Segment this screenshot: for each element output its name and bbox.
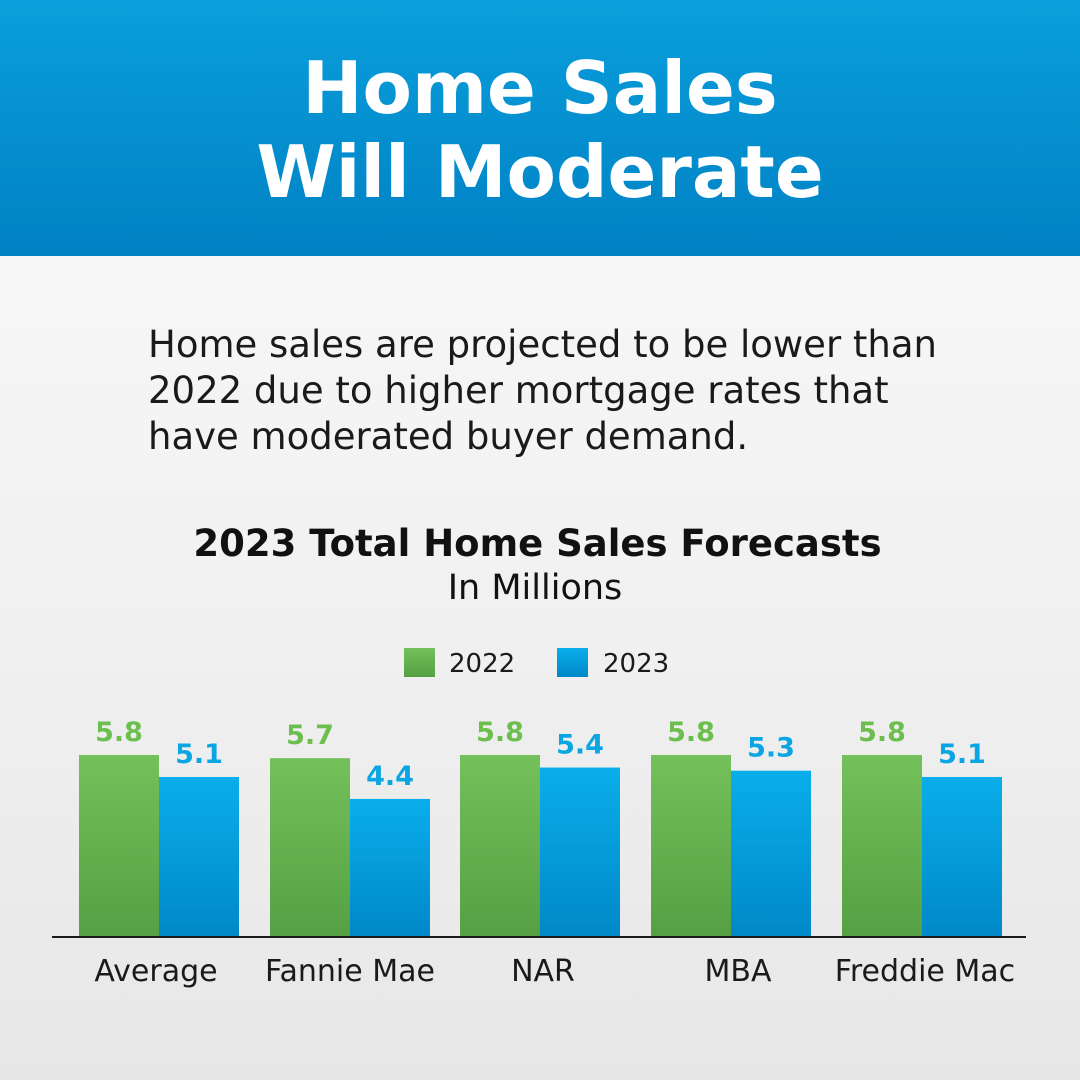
header-banner: Home Sales Will Moderate xyxy=(0,0,1080,256)
data-label-2022-nar: 5.8 xyxy=(476,717,524,748)
tick-label-nar: NAR xyxy=(511,954,575,989)
x-axis-tick-labels: Average Fannie Mae NAR MBA Freddie Mac xyxy=(94,954,1015,989)
data-label-2023-freddie-mac: 5.1 xyxy=(938,739,986,770)
description-line-3: have moderated buyer demand. xyxy=(148,415,749,458)
bar-2023-fannie-mae xyxy=(350,798,430,937)
tick-label-fannie-mae: Fannie Mae xyxy=(265,954,435,989)
bar-2023-freddie-mac xyxy=(922,776,1002,937)
chart-bars xyxy=(79,755,1002,937)
legend-label-2022: 2022 xyxy=(449,649,515,679)
chart-data-labels: 5.8 5.1 5.7 4.4 5.8 5.4 5.8 5.3 5.8 5.1 xyxy=(95,717,986,792)
data-label-2023-mba: 5.3 xyxy=(747,733,795,764)
data-label-2023-fannie-mae: 4.4 xyxy=(366,761,414,792)
bar-chart: 2022 2023 5.85.15.74.45.8 5.4 5.85.35.85.1 … xyxy=(52,648,1026,989)
description-line-1: Home sales are projected to be lower tha… xyxy=(148,323,937,366)
bar-2022-fannie-mae xyxy=(270,758,350,937)
chart-subtitle: In Millions xyxy=(447,568,623,608)
bar-2022-nar xyxy=(460,755,540,937)
description-line-2: 2022 due to higher mortgage rates that xyxy=(148,369,889,412)
bar-2023-average xyxy=(159,776,239,937)
header-title-line-2: Will Moderate xyxy=(256,130,824,214)
bar-2022-mba xyxy=(651,755,731,937)
data-label-2023-nar: 5.4 xyxy=(556,730,604,761)
bar-2022-freddie-mac xyxy=(842,755,922,937)
data-label-2022-mba: 5.8 xyxy=(667,717,715,748)
chart-legend: 2022 2023 xyxy=(404,648,669,679)
data-label-2023-average: 5.1 xyxy=(175,739,223,770)
tick-label-average: Average xyxy=(94,954,217,989)
description: Home sales are projected to be lower tha… xyxy=(148,322,968,460)
legend-label-2023: 2023 xyxy=(603,649,669,679)
bar-2022-average xyxy=(79,755,159,937)
bar-2023-mba xyxy=(731,770,811,937)
data-label-2022-freddie-mac: 5.8 xyxy=(858,717,906,748)
legend-swatch-2023 xyxy=(557,648,588,677)
legend-swatch-2022 xyxy=(404,648,435,677)
header-title-line-1: Home Sales xyxy=(302,46,778,130)
tick-label-freddie-mac: Freddie Mac xyxy=(835,954,1015,989)
data-label-2022-average: 5.8 xyxy=(95,717,143,748)
data-label-2022-fannie-mae: 5.7 xyxy=(286,720,334,751)
bar-2023-nar xyxy=(540,767,620,937)
tick-label-mba: MBA xyxy=(705,954,772,989)
chart-title: 2023 Total Home Sales Forecasts xyxy=(193,522,882,565)
